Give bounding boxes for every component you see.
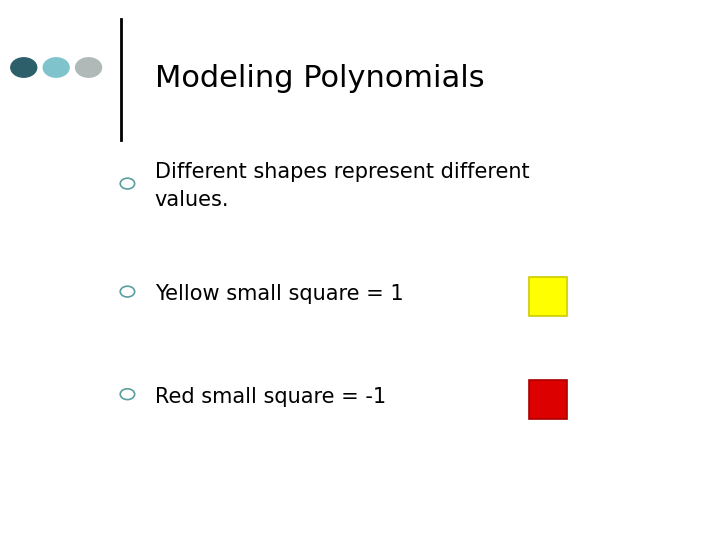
Bar (529, 277, 567, 316)
Text: Red small square = -1: Red small square = -1 (155, 387, 386, 407)
Text: Modeling Polynomials: Modeling Polynomials (155, 64, 485, 93)
Circle shape (43, 58, 69, 77)
Bar (529, 380, 567, 419)
Circle shape (76, 58, 102, 77)
Circle shape (11, 58, 37, 77)
Text: Yellow small square = 1: Yellow small square = 1 (155, 284, 403, 305)
Text: Different shapes represent different
values.: Different shapes represent different val… (155, 163, 529, 210)
